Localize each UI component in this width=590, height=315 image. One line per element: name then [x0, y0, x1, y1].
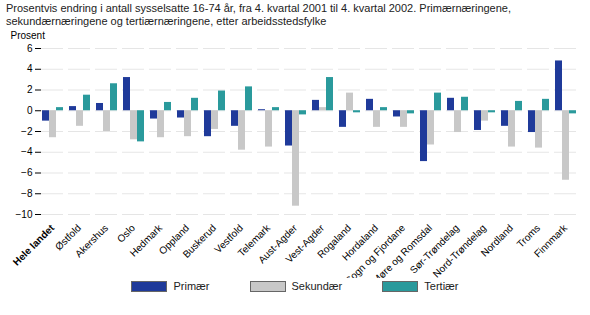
svg-text:Finnmark: Finnmark: [532, 222, 570, 260]
svg-text:−10: −10: [16, 209, 33, 220]
svg-text:Akershus: Akershus: [73, 222, 110, 259]
svg-text:4: 4: [27, 63, 33, 74]
html-text:Primær: Primær: [173, 280, 210, 292]
svg-text:Østfold: Østfold: [53, 222, 84, 253]
svg-text:Vestfold: Vestfold: [212, 222, 246, 256]
svg-text:Nordland: Nordland: [479, 222, 515, 258]
html-text:Prosentvis endring i antall sy: Prosentvis endring i antall sysselsatte …: [6, 2, 511, 27]
svg-text:−4: −4: [21, 146, 33, 157]
svg-text:0: 0: [27, 105, 33, 116]
svg-text:Sør-Trøndelag: Sør-Trøndelag: [407, 222, 462, 276]
svg-text:Buskerud: Buskerud: [181, 222, 219, 260]
svg-text:Hele landet: Hele landet: [11, 222, 57, 268]
svg-text:−6: −6: [21, 167, 33, 178]
svg-text:Rogaland: Rogaland: [315, 222, 354, 261]
svg-text:−2: −2: [21, 126, 33, 137]
svg-text:6: 6: [27, 43, 33, 54]
svg-text:Oppland: Oppland: [156, 222, 192, 257]
svg-text:2: 2: [27, 84, 33, 95]
svg-text:Hordaland: Hordaland: [339, 222, 381, 263]
svg-text:Telemark: Telemark: [235, 222, 273, 259]
svg-text:Vest-Agder: Vest-Agder: [283, 222, 327, 265]
svg-text:Prosent: Prosent: [11, 30, 46, 41]
svg-text:−8: −8: [21, 188, 33, 199]
svg-text:Troms: Troms: [514, 222, 543, 250]
html-text:Tertiær: Tertiær: [424, 280, 459, 292]
html-text:Sekundær: Sekundær: [291, 280, 343, 292]
svg-text:Hedmark: Hedmark: [128, 222, 165, 259]
svg-text:Oslo: Oslo: [115, 222, 138, 245]
svg-text:Aust-Agder: Aust-Agder: [256, 222, 300, 266]
